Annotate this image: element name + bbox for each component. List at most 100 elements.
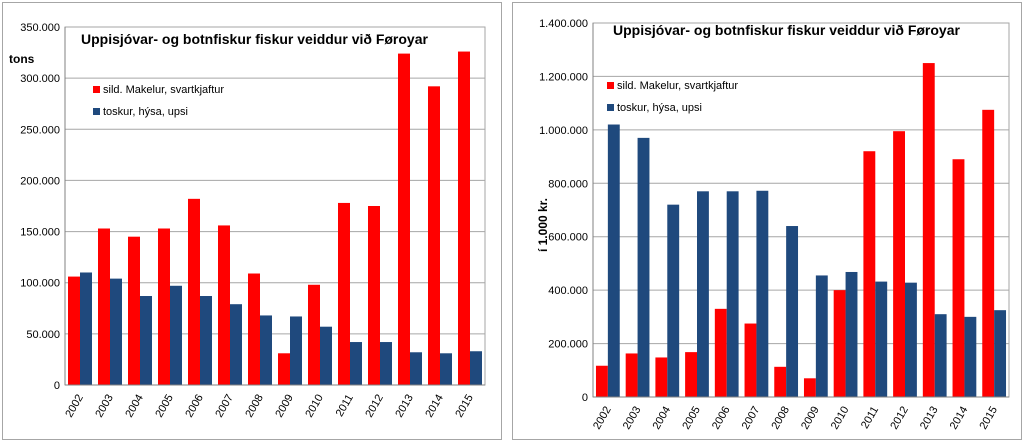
bar-pelagic bbox=[428, 86, 440, 385]
y-axis-label: í 1.000 kr. bbox=[536, 198, 550, 252]
x-tick-label: 2006 bbox=[710, 404, 733, 431]
bar-pelagic bbox=[398, 53, 410, 385]
x-tick-label: 2007 bbox=[213, 392, 236, 419]
y-tick-label: 150.000 bbox=[20, 227, 60, 239]
bar-pelagic bbox=[803, 378, 816, 397]
bar-demersal bbox=[230, 304, 242, 385]
chart-title: Uppisjóvar- og botnfiskur fiskur veiddur… bbox=[613, 22, 960, 38]
x-tick-label: 2012 bbox=[888, 404, 911, 431]
x-tick-label: 2012 bbox=[363, 392, 386, 419]
bar-demersal bbox=[350, 342, 362, 385]
y-tick-label: 250.000 bbox=[20, 124, 60, 136]
y-tick-label: 50.000 bbox=[26, 329, 60, 341]
bar-demersal bbox=[470, 351, 482, 385]
chart-title: Uppisjóvar- og botnfiskur fiskur veiddur… bbox=[81, 31, 428, 47]
chart-value: 0 200.000 400.000 600.000 800.000 1.000.000 1.… bbox=[536, 18, 1010, 432]
x-tick-label: 2009 bbox=[273, 392, 296, 419]
x-tick-label: 2005 bbox=[680, 404, 703, 431]
bar-pelagic bbox=[368, 206, 380, 385]
x-tick-label: 2013 bbox=[918, 404, 941, 431]
bar-pelagic bbox=[248, 273, 260, 385]
bar-pelagic bbox=[338, 202, 350, 385]
bar-pelagic bbox=[98, 228, 110, 385]
chart-tons: 0 50.000 100.000 150.000 200.000 250.000 300.0… bbox=[9, 22, 486, 420]
y-tick-label: 100.000 bbox=[20, 278, 60, 290]
bar-demersal bbox=[905, 282, 917, 397]
bar-demersal bbox=[440, 353, 452, 385]
bar-pelagic bbox=[655, 357, 668, 397]
x-tick-label: 2010 bbox=[829, 404, 852, 431]
bar-demersal bbox=[607, 124, 620, 397]
bar-pelagic bbox=[833, 290, 846, 397]
y-tick-label: 400.000 bbox=[548, 285, 588, 297]
legend-swatch bbox=[607, 82, 614, 89]
x-tick-label: 2015 bbox=[977, 404, 1000, 431]
legend-label: sild. Makelur, svartkjaftur bbox=[103, 84, 224, 96]
bar-demersal bbox=[290, 316, 302, 385]
bar-demersal bbox=[697, 191, 709, 397]
bar-demersal bbox=[667, 204, 680, 397]
bar-pelagic bbox=[744, 323, 757, 397]
x-tick-label: 2011 bbox=[334, 392, 356, 418]
legend-label: toskur, hýsa, upsi bbox=[617, 102, 702, 114]
x-tick-label: 2008 bbox=[769, 404, 792, 431]
y-axis-label: tons bbox=[9, 52, 35, 66]
x-tick-label: 2013 bbox=[393, 392, 416, 419]
x-tick-label: 2005 bbox=[153, 392, 176, 419]
bar-demersal bbox=[260, 315, 272, 385]
bar-pelagic bbox=[685, 352, 697, 397]
chart-panel-tons: 0 50.000 100.000 150.000 200.000 250.000 300.0… bbox=[2, 2, 502, 440]
bar-pelagic bbox=[458, 51, 470, 385]
bar-demersal bbox=[994, 310, 1007, 397]
x-tick-label: 2014 bbox=[948, 404, 971, 431]
bar-demersal bbox=[380, 342, 392, 385]
bar-demersal bbox=[964, 316, 977, 397]
x-tick-label: 2008 bbox=[243, 392, 266, 419]
y-tick-label: 1.400.000 bbox=[539, 18, 588, 30]
y-tick-label: 200.000 bbox=[20, 175, 60, 187]
y-tick-label: 600.000 bbox=[548, 232, 588, 244]
bar-demersal bbox=[80, 272, 92, 385]
bar-demersal bbox=[200, 296, 212, 385]
bar-pelagic bbox=[308, 284, 320, 385]
bar-pelagic bbox=[278, 353, 290, 385]
legend-swatch bbox=[93, 108, 100, 115]
bar-pelagic bbox=[128, 236, 140, 385]
legend-label: toskur, hýsa, upsi bbox=[103, 106, 188, 118]
bar-pelagic bbox=[774, 366, 787, 397]
chart-panel-value: 0 200.000 400.000 600.000 800.000 1.000.000 1.… bbox=[512, 2, 1022, 440]
x-tick-label: 2010 bbox=[303, 392, 326, 419]
bar-pelagic bbox=[922, 63, 935, 397]
bar-demersal bbox=[637, 137, 650, 397]
bar-pelagic bbox=[188, 198, 200, 385]
bar-pelagic bbox=[595, 365, 608, 397]
bar-demersal bbox=[756, 190, 769, 397]
bar-pelagic bbox=[863, 151, 876, 397]
x-tick-label: 2015 bbox=[453, 392, 476, 419]
y-tick-label: 0 bbox=[582, 392, 588, 404]
y-tick-label: 1.000.000 bbox=[539, 125, 588, 137]
x-tick-label: 2002 bbox=[591, 404, 614, 431]
y-tick-label: 800.000 bbox=[548, 178, 588, 190]
x-tick-label: 2007 bbox=[740, 404, 763, 431]
bar-demersal bbox=[815, 275, 828, 397]
legend-label: sild. Makelur, svartkjaftur bbox=[617, 80, 738, 92]
bar-pelagic bbox=[714, 308, 727, 397]
bar-pelagic bbox=[158, 228, 170, 385]
bar-pelagic bbox=[68, 276, 80, 385]
bar-demersal bbox=[726, 191, 739, 397]
legend-swatch bbox=[607, 104, 614, 111]
y-tick-label: 300.000 bbox=[20, 73, 60, 85]
bar-demersal bbox=[320, 326, 332, 385]
y-tick-label: 200.000 bbox=[548, 339, 588, 351]
bar-demersal bbox=[875, 281, 888, 397]
bar-demersal bbox=[140, 296, 152, 385]
y-tick-label: 1.200.000 bbox=[539, 71, 588, 83]
x-tick-label: 2014 bbox=[423, 392, 446, 419]
x-tick-label: 2009 bbox=[799, 404, 822, 431]
x-tick-label: 2011 bbox=[859, 404, 881, 430]
legend-swatch bbox=[93, 86, 100, 93]
y-tick-label: 0 bbox=[54, 380, 60, 392]
bar-demersal bbox=[845, 271, 858, 397]
x-tick-label: 2006 bbox=[183, 392, 206, 419]
